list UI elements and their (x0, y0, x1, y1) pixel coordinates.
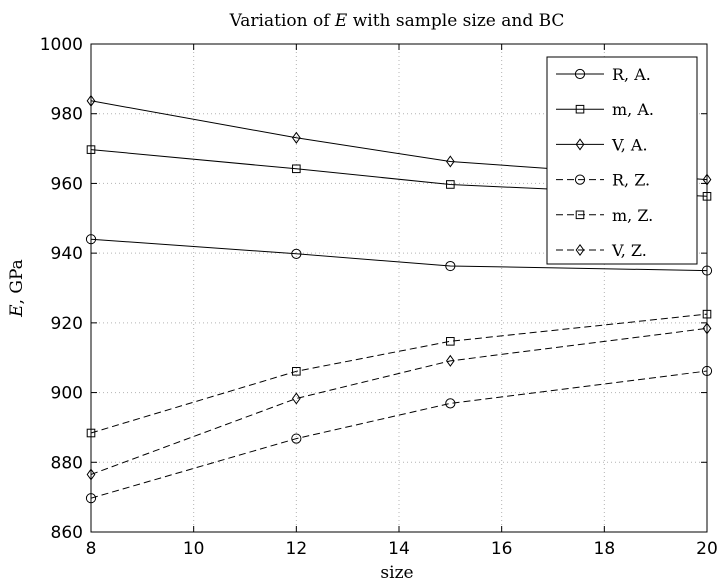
legend-marker-circle (574, 68, 586, 80)
data-point-circle (291, 433, 302, 444)
y-tick-label: 940 (51, 244, 83, 264)
legend-entry: V, Z. (556, 241, 647, 260)
series-4 (85, 365, 713, 504)
legend-entry: m, A. (556, 100, 654, 119)
legend-label: V, Z. (611, 241, 647, 260)
data-point-diamond (291, 131, 301, 144)
legend-marker-square (575, 104, 585, 114)
legend-marker-circle (574, 174, 586, 185)
legend-label: V, A. (611, 135, 648, 154)
data-point-square (86, 428, 96, 438)
chart-title-symbol: E (334, 11, 348, 31)
y-tick-label: 980 (51, 105, 83, 125)
y-tick-label: 900 (51, 384, 83, 404)
y-tick-label: 920 (51, 314, 83, 334)
data-point-square (702, 192, 712, 201)
data-point-circle (85, 234, 97, 245)
data-point-diamond (445, 155, 455, 168)
data-point-diamond (86, 94, 96, 107)
series-line (90, 313, 708, 434)
data-point-diamond (445, 354, 455, 367)
series-line (90, 327, 708, 475)
x-tick-label: 10 (183, 539, 205, 559)
data-point-diamond (702, 322, 712, 335)
series-5 (86, 309, 712, 438)
y-tick-label: 860 (51, 523, 83, 543)
x-tick-label: 12 (286, 539, 308, 559)
x-tick-label: 20 (696, 539, 718, 559)
series-1 (85, 234, 713, 276)
y-axis-label-suffix: , GPa (7, 259, 27, 304)
data-point-square (292, 164, 301, 174)
data-point-circle (701, 265, 713, 276)
grid (91, 44, 707, 532)
y-tick-label: 880 (51, 453, 83, 473)
data-point-circle (85, 493, 97, 504)
legend-label: R, A. (612, 65, 651, 84)
legend-label: m, Z. (612, 206, 653, 225)
y-axis-label-symbol: E (7, 304, 27, 318)
legend-marker-diamond (575, 243, 585, 257)
legend-box (546, 56, 698, 265)
data-point-square (702, 309, 712, 319)
legend-marker-diamond (575, 138, 585, 151)
data-point-circle (445, 260, 456, 272)
legend-marker-square (575, 210, 585, 220)
data-point-square (446, 180, 455, 189)
legend-label: m, A. (612, 100, 654, 119)
data-point-circle (701, 365, 713, 377)
legend-label: R, Z. (612, 171, 650, 190)
x-tick-label: 16 (491, 539, 513, 559)
data-point-square (446, 337, 455, 346)
chart-title: Variation of E with sample size and BC (229, 11, 565, 31)
y-tick-label: 960 (51, 174, 83, 194)
axis-ticks (90, 43, 708, 533)
legend: R, A. m, A. V, A. R, Z. m, Z. V, Z. (546, 56, 698, 265)
y-axis-label: E, GPa (7, 259, 27, 318)
x-tick-label: 14 (388, 539, 410, 559)
data-point-diamond (702, 173, 712, 186)
x-tick-label: 8 (86, 539, 97, 559)
x-tick-label: 18 (594, 539, 616, 559)
series-6 (86, 322, 712, 481)
data-point-circle (445, 398, 456, 409)
legend-entry: R, A. (556, 65, 651, 84)
chart-title-prefix: Variation of (229, 11, 335, 31)
x-axis-label: size (380, 563, 413, 583)
legend-entry: R, Z. (556, 171, 650, 190)
x-tick-labels: 8 10 12 14 16 18 20 (86, 539, 718, 559)
chart-title-suffix: with sample size and BC (347, 11, 564, 31)
data-point-diamond (291, 392, 301, 405)
data-point-circle (291, 248, 302, 259)
series-line (90, 238, 708, 272)
data-point-square (292, 367, 301, 376)
legend-entry: m, Z. (556, 206, 653, 225)
data-point-square (86, 145, 96, 154)
data-point-diamond (86, 468, 96, 481)
y-tick-label: 1000 (40, 35, 83, 55)
y-tick-labels: 860 880 900 920 940 960 980 1000 (40, 35, 83, 543)
series-line (90, 370, 708, 499)
legend-entry: V, A. (556, 135, 648, 154)
